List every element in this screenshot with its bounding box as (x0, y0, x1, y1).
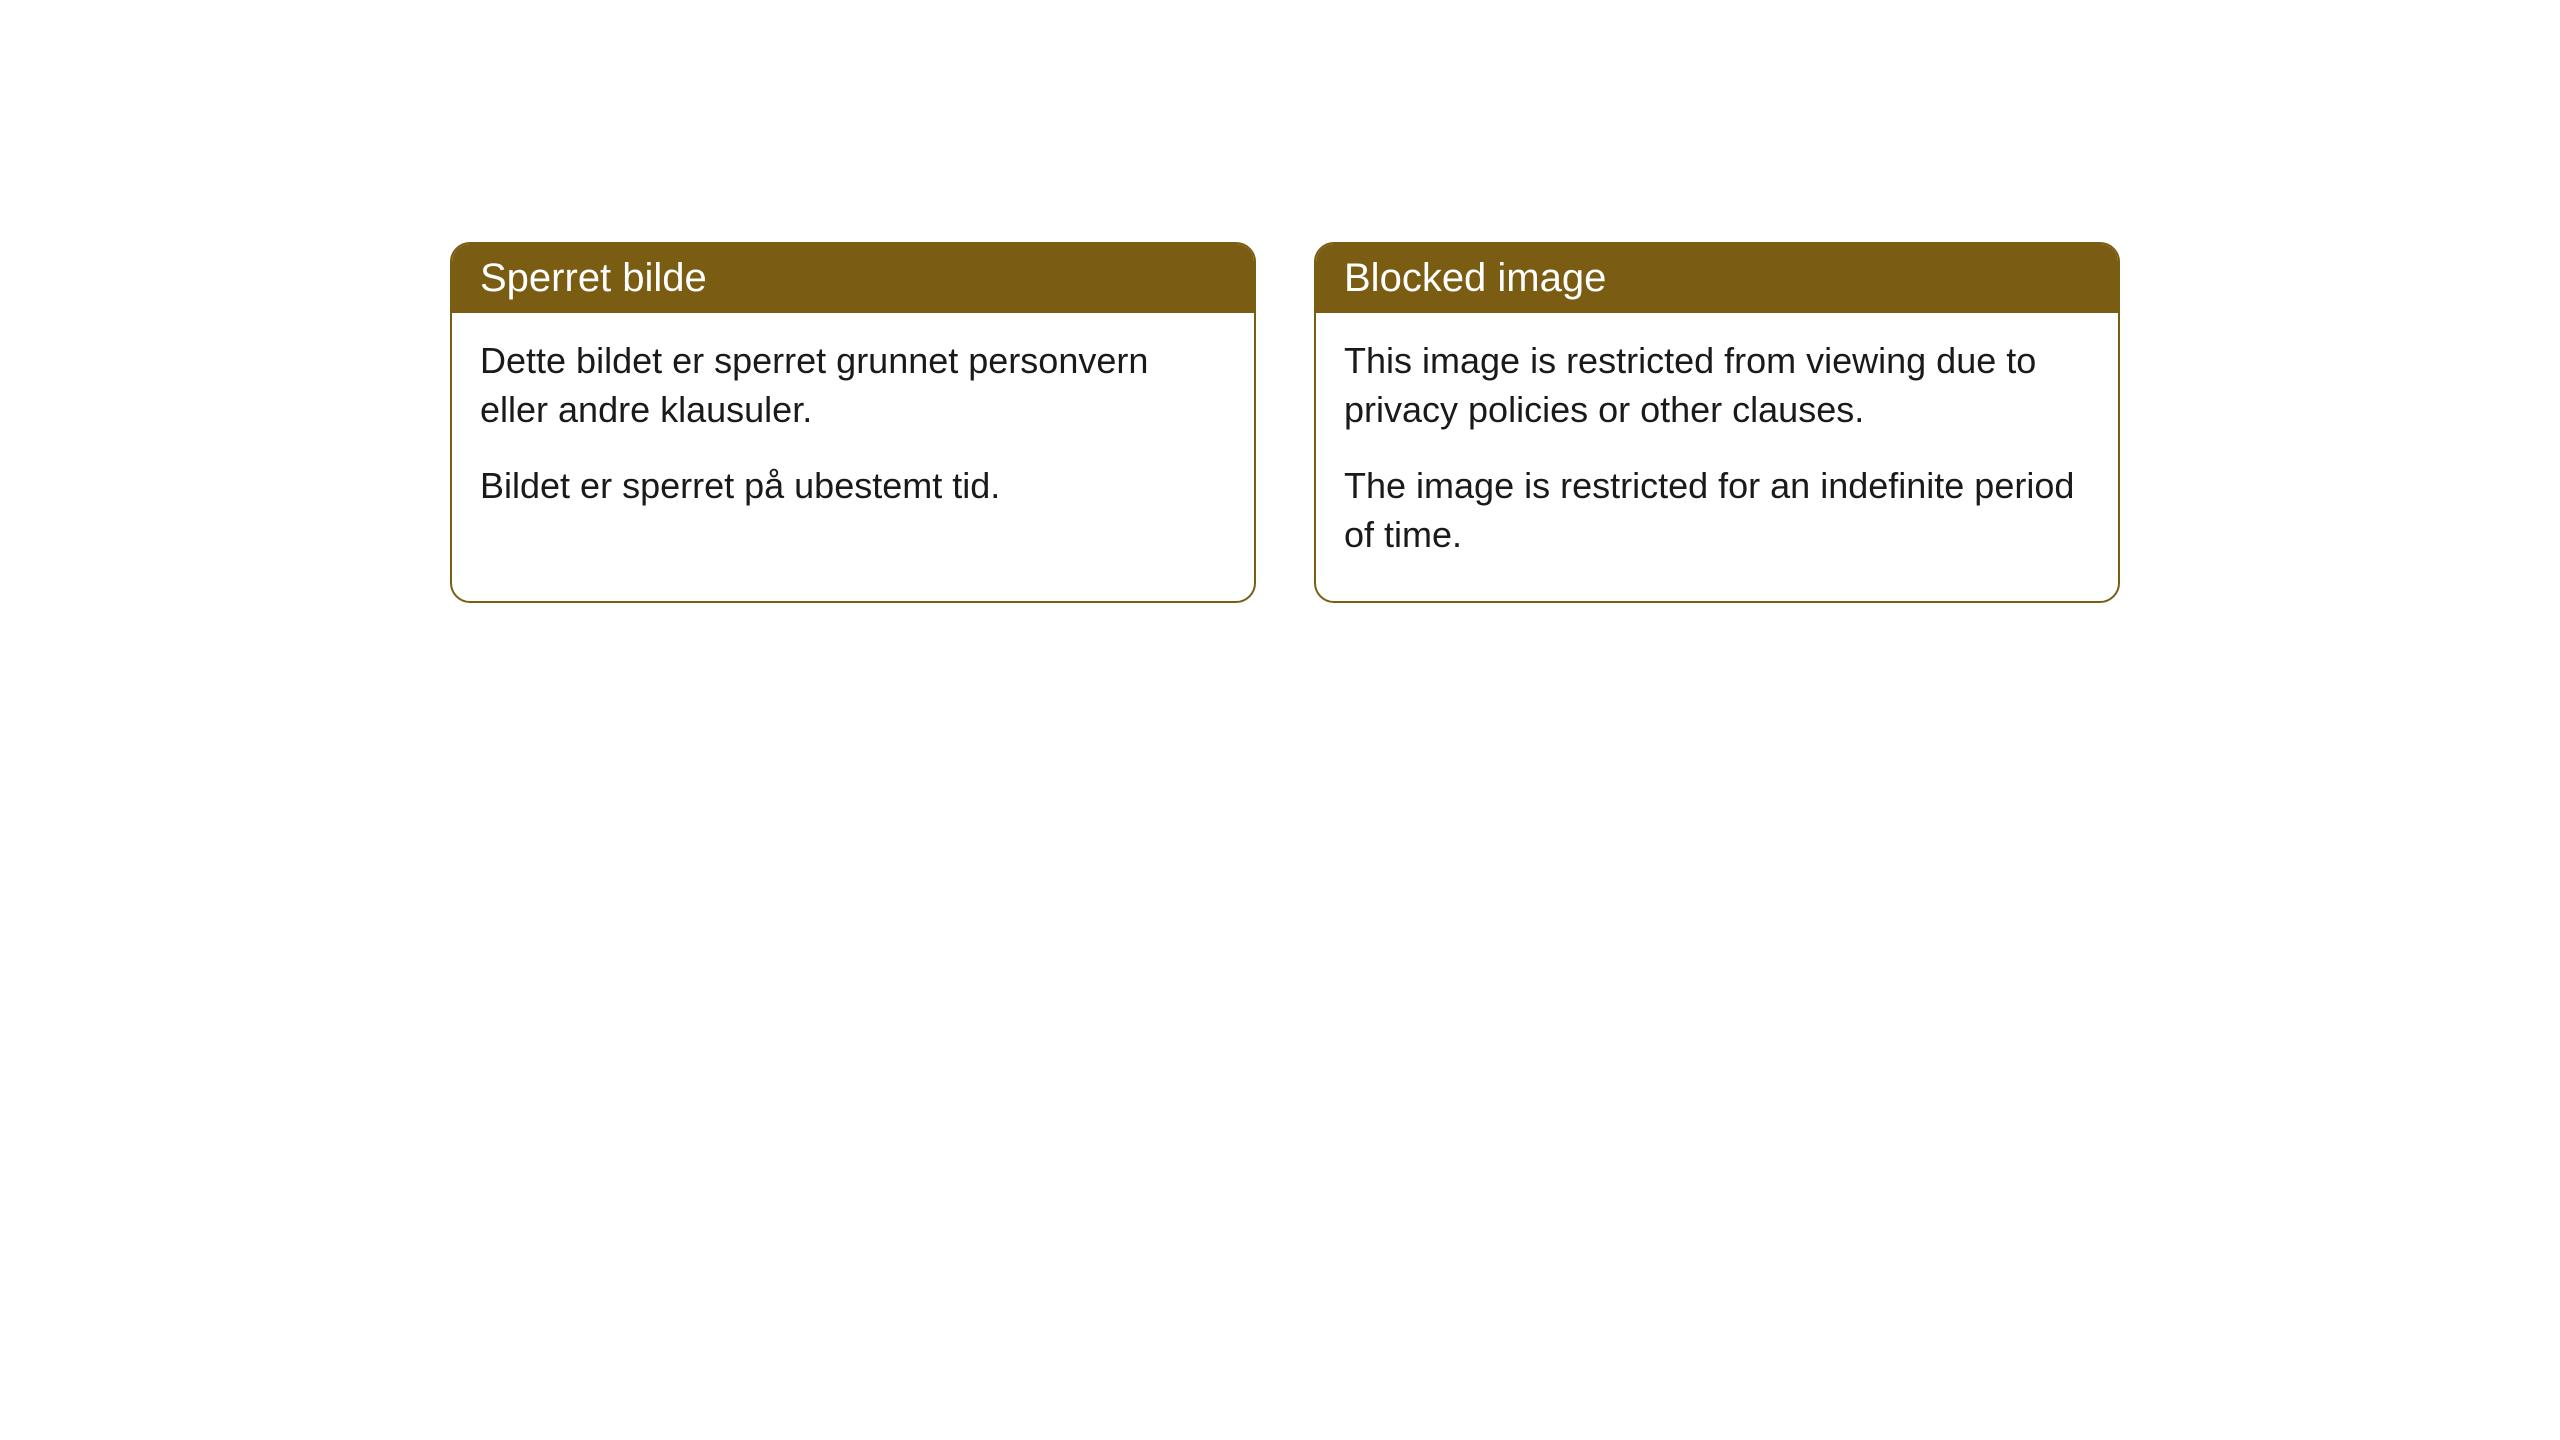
notice-card-body: This image is restricted from viewing du… (1316, 313, 2118, 601)
notice-card-body: Dette bildet er sperret grunnet personve… (452, 313, 1254, 553)
notice-card-header: Blocked image (1316, 244, 2118, 313)
notice-paragraph: This image is restricted from viewing du… (1344, 337, 2090, 434)
notice-container: Sperret bilde Dette bildet er sperret gr… (450, 242, 2120, 603)
notice-paragraph: Dette bildet er sperret grunnet personve… (480, 337, 1226, 434)
notice-card-header: Sperret bilde (452, 244, 1254, 313)
notice-card-norwegian: Sperret bilde Dette bildet er sperret gr… (450, 242, 1256, 603)
notice-title: Sperret bilde (480, 256, 707, 300)
notice-paragraph: Bildet er sperret på ubestemt tid. (480, 462, 1226, 511)
notice-title: Blocked image (1344, 256, 1606, 300)
notice-paragraph: The image is restricted for an indefinit… (1344, 462, 2090, 559)
notice-card-english: Blocked image This image is restricted f… (1314, 242, 2120, 603)
